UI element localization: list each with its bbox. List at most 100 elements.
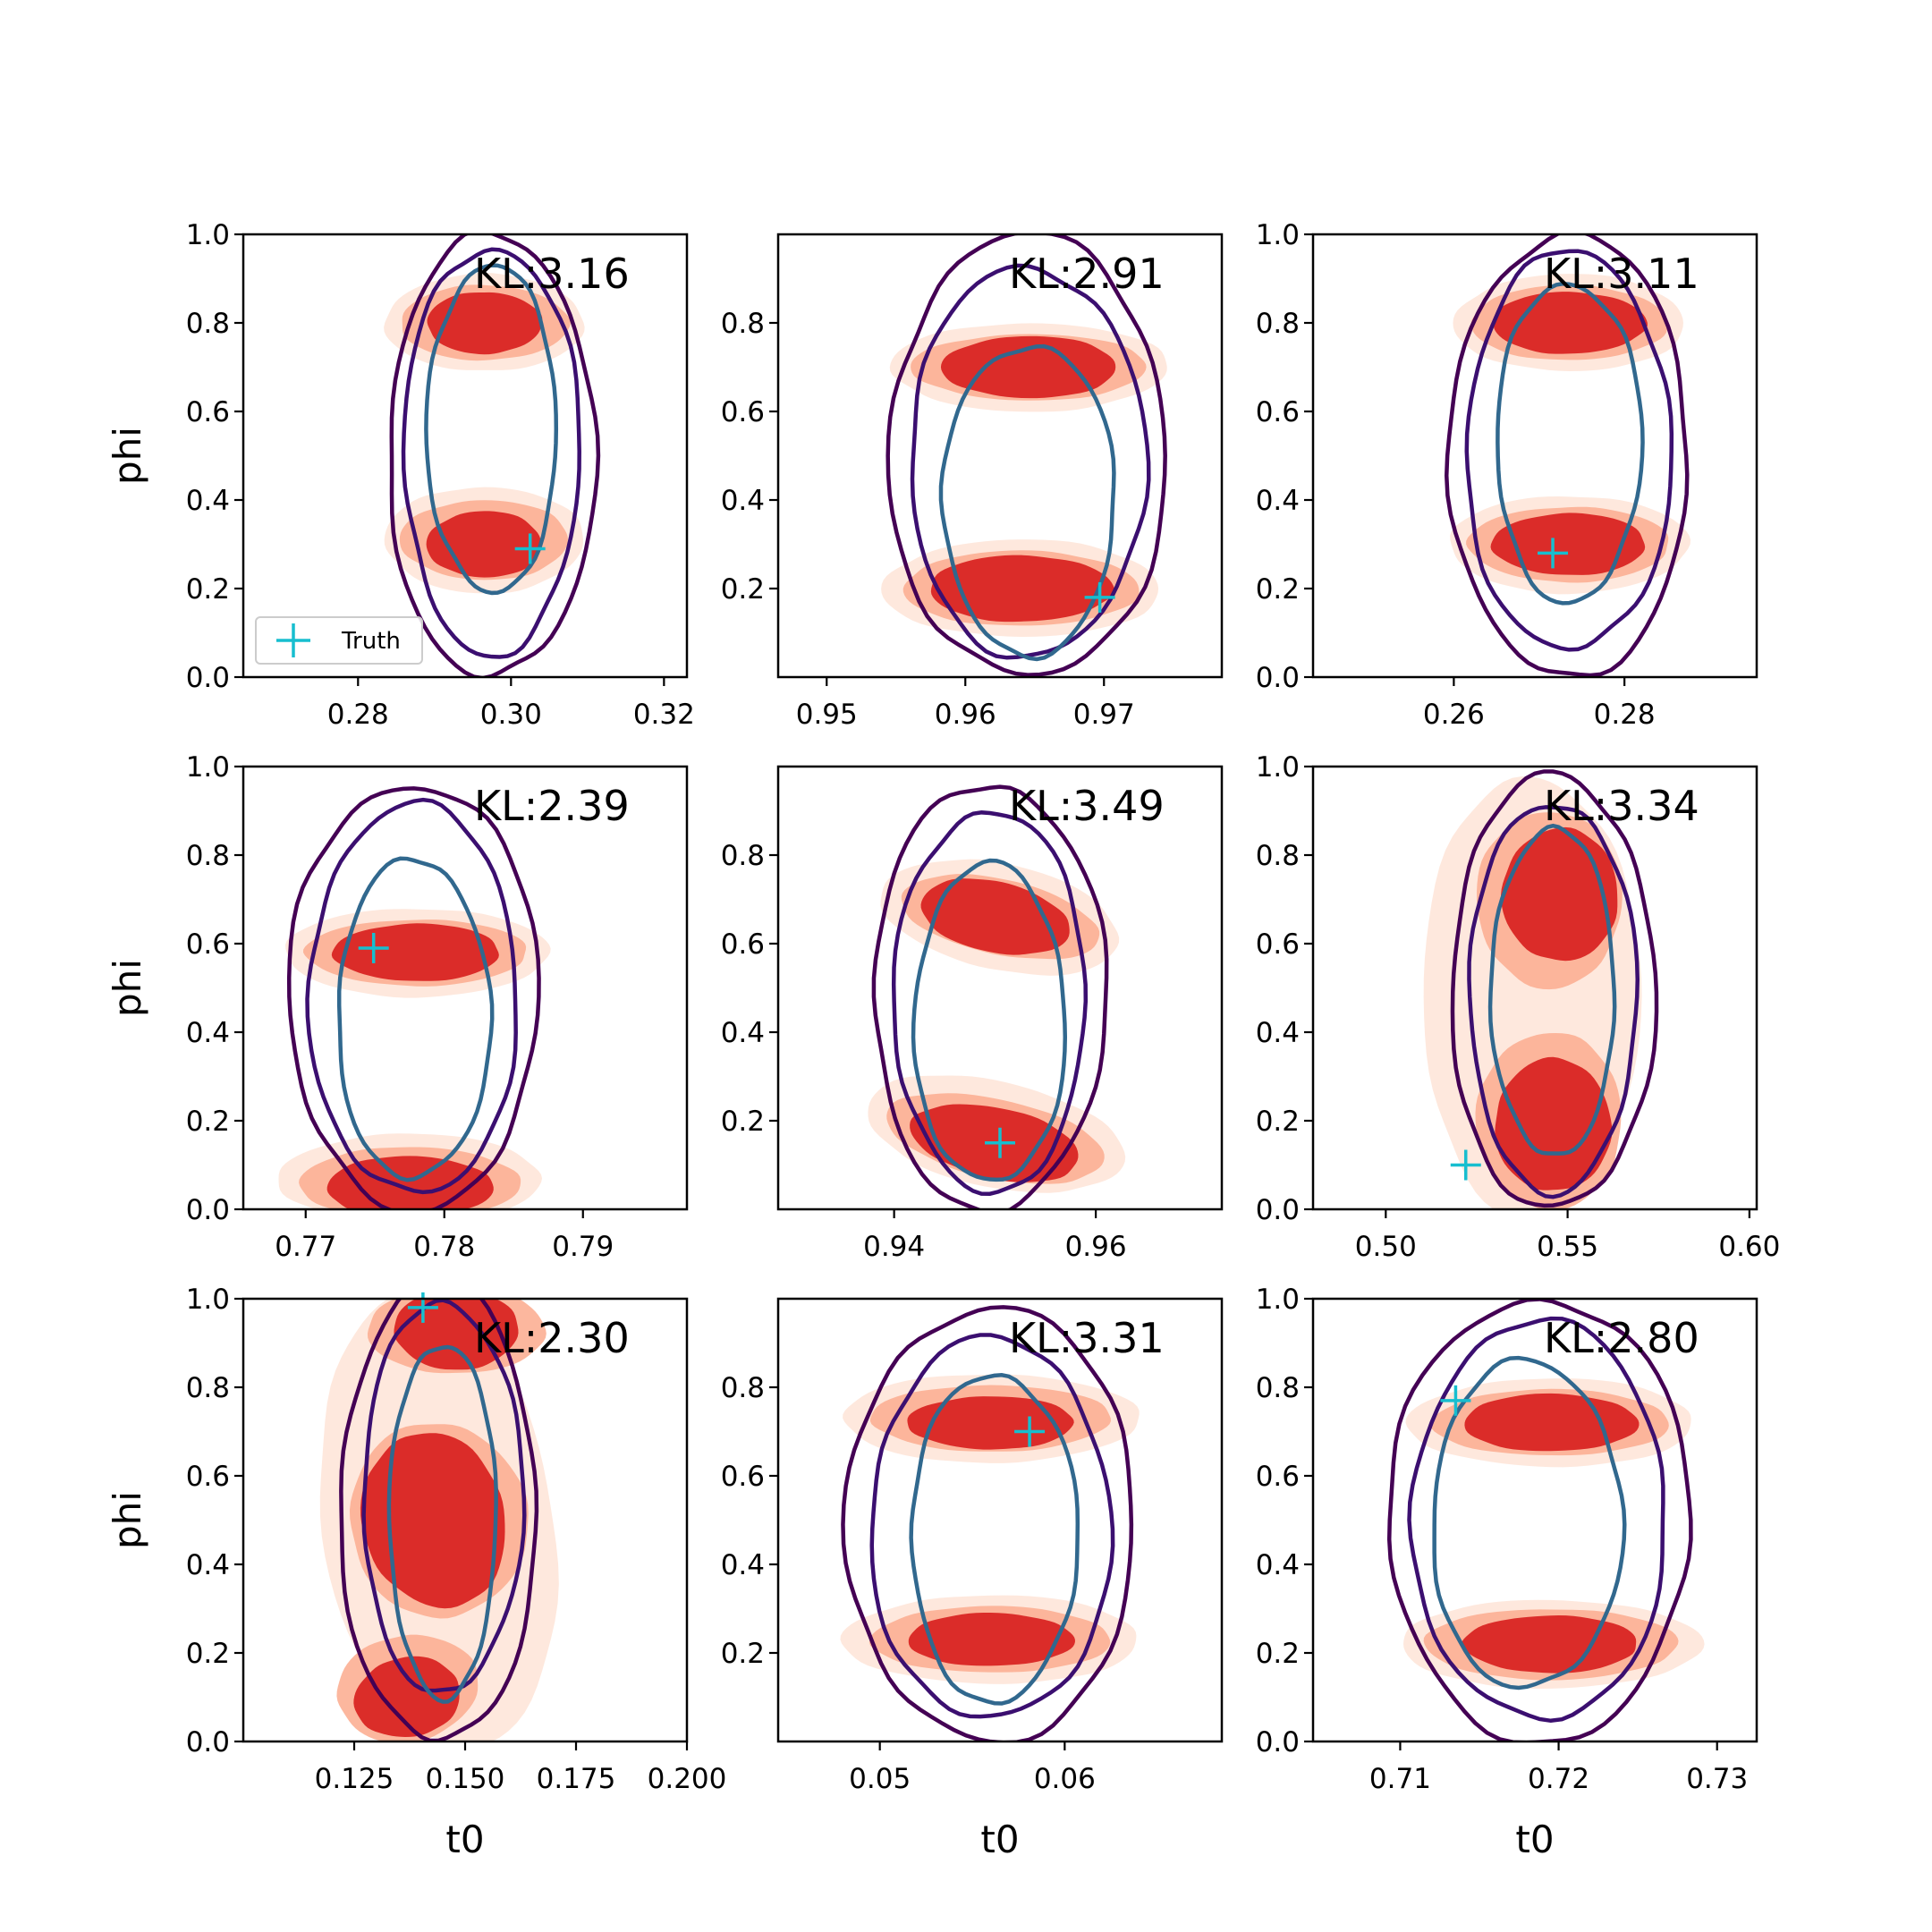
y-tick-label: 0.8 bbox=[1256, 840, 1300, 872]
contour-mid bbox=[305, 797, 518, 1195]
y-tick-label: 0.8 bbox=[721, 308, 765, 340]
y-tick-label: 0.8 bbox=[1256, 308, 1300, 340]
y-tick-label: 0.6 bbox=[721, 928, 765, 961]
contour-mid bbox=[1407, 1316, 1665, 1724]
y-tick-label: 0.2 bbox=[186, 1106, 230, 1138]
x-tick-label: 0.175 bbox=[537, 1763, 616, 1795]
y-axis-label: phi bbox=[106, 427, 149, 485]
density-fill bbox=[353, 1656, 460, 1737]
contour-mid bbox=[869, 1333, 1115, 1719]
contour-outer bbox=[886, 234, 1167, 677]
y-tick-label: 0.8 bbox=[721, 1372, 765, 1404]
axes-frame bbox=[776, 765, 1224, 1211]
y-tick-label: 0.0 bbox=[1256, 662, 1300, 694]
y-tick-label: 0.6 bbox=[1256, 1461, 1300, 1493]
x-tick-label: 0.28 bbox=[1594, 699, 1656, 731]
truth-marker bbox=[514, 533, 546, 564]
contour-inner bbox=[911, 858, 1068, 1182]
y-tick-label: 0.6 bbox=[721, 1461, 765, 1493]
y-tick-label: 0.0 bbox=[186, 1726, 230, 1758]
plot-area bbox=[868, 784, 1126, 1209]
y-tick-label: 1.0 bbox=[186, 1284, 230, 1316]
plot-area bbox=[1444, 234, 1691, 677]
x-tick-label: 0.79 bbox=[552, 1231, 614, 1263]
kl-annotation: KL:2.91 bbox=[1009, 250, 1165, 298]
y-tick-label: 0.2 bbox=[1256, 1106, 1300, 1138]
y-axis-label: phi bbox=[106, 959, 149, 1017]
x-tick-label: 0.72 bbox=[1528, 1763, 1589, 1795]
density-fill bbox=[427, 292, 543, 355]
y-tick-label: 0.8 bbox=[186, 308, 230, 340]
y-tick-label: 1.0 bbox=[1256, 751, 1300, 784]
y-tick-label: 0.4 bbox=[721, 1017, 765, 1049]
truth-marker bbox=[1450, 1149, 1481, 1181]
y-tick-label: 0.2 bbox=[1256, 1638, 1300, 1670]
y-tick-label: 0.6 bbox=[186, 396, 230, 428]
y-tick-label: 0.6 bbox=[1256, 396, 1300, 428]
x-tick-label: 0.60 bbox=[1718, 1231, 1780, 1263]
contour-outer bbox=[1444, 234, 1690, 677]
x-tick-label: 0.05 bbox=[849, 1763, 911, 1795]
axes-frame bbox=[1311, 765, 1758, 1211]
x-tick-label: 0.28 bbox=[327, 699, 389, 731]
contour-mid bbox=[910, 263, 1151, 660]
contour-inner bbox=[386, 1344, 498, 1704]
y-tick-label: 0.4 bbox=[721, 1549, 765, 1581]
x-tick-label: 0.26 bbox=[1423, 699, 1485, 731]
panel-8: 0.05 0.06 0.2 0.4 0.6 0.8 KL:3.31 t0 bbox=[721, 1297, 1224, 1861]
contour-inner bbox=[424, 263, 559, 596]
kl-annotation: KL:2.39 bbox=[474, 782, 630, 830]
y-tick-label: 1.0 bbox=[1256, 1284, 1300, 1316]
y-tick-label: 0.0 bbox=[186, 1194, 230, 1226]
x-tick-label: 0.32 bbox=[633, 699, 695, 731]
truth-marker bbox=[407, 1292, 438, 1323]
x-axis-label: t0 bbox=[980, 1818, 1019, 1861]
axes-frame bbox=[1311, 1297, 1758, 1743]
plot-area bbox=[1386, 1299, 1705, 1741]
x-tick-label: 0.55 bbox=[1537, 1231, 1598, 1263]
contour-outer bbox=[871, 784, 1109, 1209]
x-tick-label: 0.73 bbox=[1686, 1763, 1748, 1795]
y-tick-label: 0.4 bbox=[186, 1017, 230, 1049]
kl-annotation: KL:3.31 bbox=[1009, 1314, 1165, 1362]
panel-7: 0.125 0.150 0.175 0.200 0.0 0.2 0.4 0.6 0.8 1.0 KL… bbox=[106, 1284, 727, 1861]
density-fill bbox=[907, 1396, 1074, 1450]
x-tick-label: 0.95 bbox=[796, 699, 858, 731]
x-tick-label: 0.94 bbox=[863, 1231, 925, 1263]
axes-frame bbox=[242, 233, 689, 679]
y-tick-label: 0.0 bbox=[1256, 1194, 1300, 1226]
x-tick-label: 0.06 bbox=[1034, 1763, 1096, 1795]
y-tick-label: 0.2 bbox=[721, 1106, 765, 1138]
panel-9: 0.71 0.72 0.73 0.0 0.2 0.4 0.6 0.8 1.0 KL:2.80 t0 bbox=[1256, 1284, 1758, 1861]
kl-annotation: KL:3.11 bbox=[1544, 250, 1699, 298]
contour-inner bbox=[909, 1373, 1080, 1706]
contour-outer bbox=[339, 1299, 539, 1741]
kl-annotation: KL:2.30 bbox=[474, 1314, 630, 1362]
contour-inner bbox=[336, 856, 495, 1182]
density-fill bbox=[1490, 513, 1646, 575]
contour-outer bbox=[286, 786, 541, 1209]
y-tick-label: 0.8 bbox=[186, 840, 230, 872]
axes-frame bbox=[776, 1297, 1224, 1743]
y-tick-label: 0.8 bbox=[186, 1372, 230, 1404]
density-fill bbox=[1462, 1614, 1637, 1674]
y-tick-label: 0.0 bbox=[186, 662, 230, 694]
truth-marker bbox=[1014, 1416, 1046, 1447]
y-tick-label: 0.6 bbox=[721, 396, 765, 428]
density-fill bbox=[940, 335, 1116, 399]
x-tick-label: 0.200 bbox=[648, 1763, 727, 1795]
y-tick-label: 0.4 bbox=[1256, 485, 1300, 517]
y-tick-label: 0.4 bbox=[186, 1549, 230, 1581]
kl-annotation: KL:3.16 bbox=[474, 250, 630, 298]
y-tick-label: 0.8 bbox=[1256, 1372, 1300, 1404]
panel-2: 0.95 0.96 0.97 0.2 0.4 0.6 0.8 KL:2.91 bbox=[721, 233, 1224, 731]
x-tick-label: 0.97 bbox=[1073, 699, 1135, 731]
contour-mid bbox=[891, 810, 1089, 1196]
x-tick-label: 0.50 bbox=[1355, 1231, 1417, 1263]
density-fill bbox=[930, 555, 1114, 623]
plot-area bbox=[278, 786, 551, 1209]
x-tick-label: 0.150 bbox=[426, 1763, 505, 1795]
truth-marker bbox=[1538, 538, 1569, 569]
y-axis-label: phi bbox=[106, 1491, 149, 1549]
